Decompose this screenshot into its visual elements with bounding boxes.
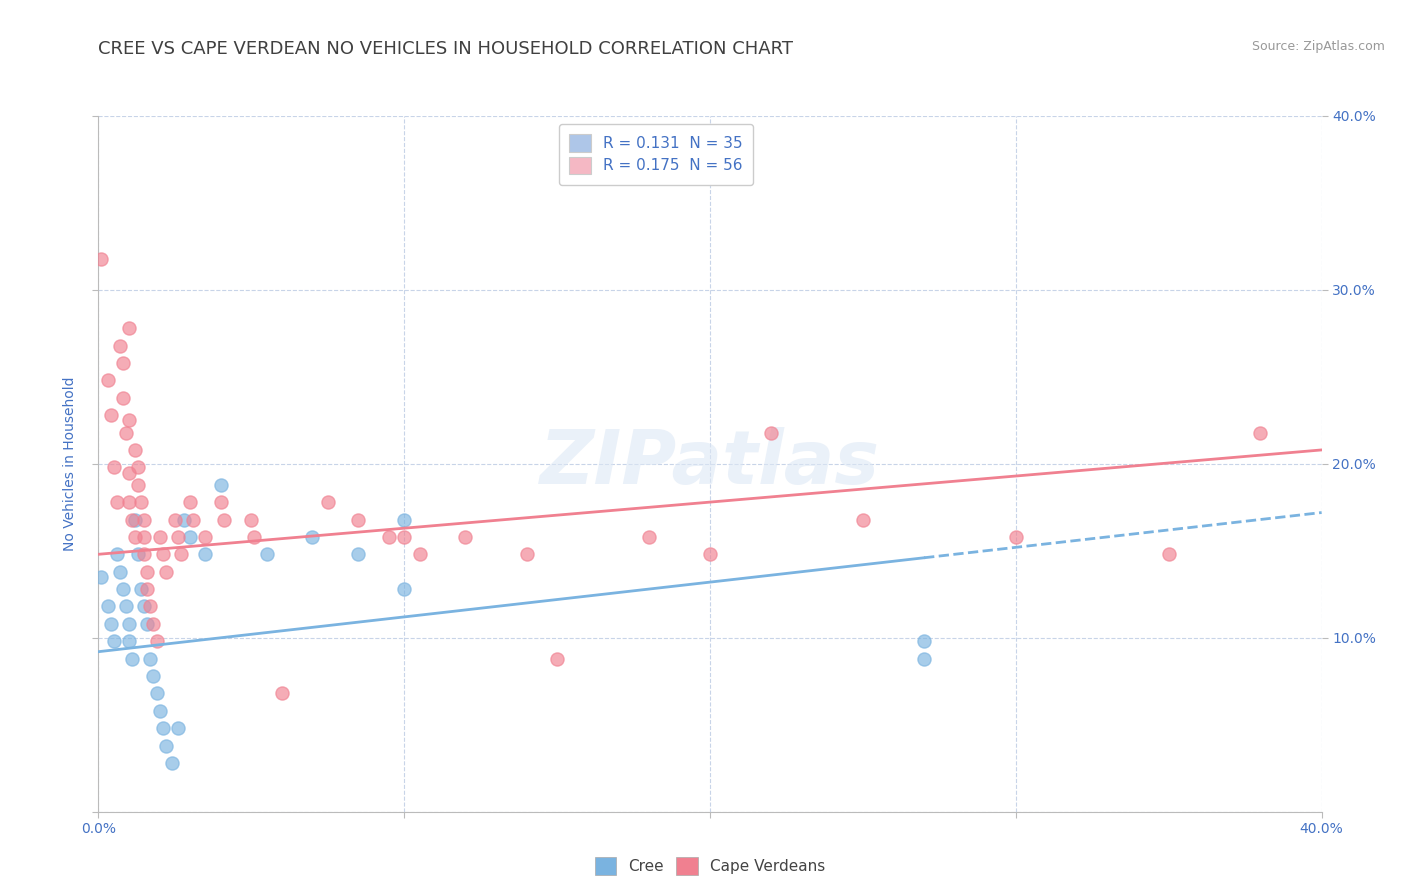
- Point: [212, 512, 235, 526]
- Point: [118, 321, 141, 335]
- Text: CREE VS CAPE VERDEAN NO VEHICLES IN HOUSEHOLD CORRELATION CHART: CREE VS CAPE VERDEAN NO VEHICLES IN HOUS…: [98, 40, 793, 58]
- Point: [118, 466, 141, 480]
- Point: [194, 547, 217, 561]
- Point: [149, 530, 172, 544]
- Point: [118, 634, 141, 648]
- Point: [392, 512, 416, 526]
- Point: [209, 477, 232, 491]
- Point: [136, 616, 159, 631]
- Point: [134, 512, 156, 526]
- Point: [121, 512, 143, 526]
- Point: [209, 495, 232, 509]
- Point: [179, 530, 201, 544]
- Point: [152, 547, 174, 561]
- Point: [111, 582, 134, 596]
- Point: [347, 512, 370, 526]
- Text: Source: ZipAtlas.com: Source: ZipAtlas.com: [1251, 40, 1385, 54]
- Point: [392, 582, 416, 596]
- Point: [115, 599, 138, 614]
- Point: [152, 721, 174, 735]
- Point: [136, 582, 159, 596]
- Text: ZIPatlas: ZIPatlas: [540, 427, 880, 500]
- Point: [145, 634, 167, 648]
- Point: [121, 651, 143, 665]
- Point: [127, 477, 149, 491]
- Point: [118, 413, 141, 427]
- Point: [136, 565, 159, 579]
- Point: [179, 495, 201, 509]
- Point: [256, 547, 278, 561]
- Point: [134, 547, 156, 561]
- Point: [392, 530, 416, 544]
- Point: [97, 599, 120, 614]
- Point: [142, 616, 165, 631]
- Point: [167, 530, 190, 544]
- Point: [142, 669, 165, 683]
- Point: [378, 530, 401, 544]
- Point: [124, 530, 146, 544]
- Point: [145, 686, 167, 700]
- Point: [111, 391, 134, 405]
- Point: [127, 460, 149, 475]
- Point: [163, 512, 186, 526]
- Point: [167, 721, 190, 735]
- Point: [134, 599, 156, 614]
- Point: [105, 547, 128, 561]
- Point: [240, 512, 263, 526]
- Point: [170, 547, 193, 561]
- Point: [139, 651, 162, 665]
- Point: [127, 547, 149, 561]
- Point: [1004, 530, 1026, 544]
- Point: [134, 530, 156, 544]
- Y-axis label: No Vehicles in Household: No Vehicles in Household: [63, 376, 77, 551]
- Point: [115, 425, 138, 440]
- Point: [181, 512, 204, 526]
- Point: [118, 616, 141, 631]
- Point: [912, 651, 935, 665]
- Point: [173, 512, 195, 526]
- Point: [129, 582, 152, 596]
- Point: [155, 739, 177, 753]
- Point: [454, 530, 477, 544]
- Point: [1249, 425, 1271, 440]
- Point: [129, 495, 152, 509]
- Point: [103, 460, 125, 475]
- Point: [149, 704, 172, 718]
- Point: [516, 547, 538, 561]
- Point: [160, 756, 183, 770]
- Point: [243, 530, 266, 544]
- Point: [759, 425, 782, 440]
- Point: [408, 547, 430, 561]
- Point: [194, 530, 217, 544]
- Point: [108, 338, 131, 352]
- Point: [105, 495, 128, 509]
- Point: [108, 565, 131, 579]
- Point: [699, 547, 721, 561]
- Point: [270, 686, 292, 700]
- Point: [100, 408, 122, 422]
- Point: [118, 495, 141, 509]
- Point: [90, 570, 112, 584]
- Point: [97, 373, 120, 387]
- Point: [637, 530, 661, 544]
- Legend: Cree, Cape Verdeans: Cree, Cape Verdeans: [589, 851, 831, 880]
- Point: [103, 634, 125, 648]
- Point: [347, 547, 370, 561]
- Point: [1157, 547, 1180, 561]
- Point: [316, 495, 339, 509]
- Point: [546, 651, 568, 665]
- Point: [100, 616, 122, 631]
- Point: [124, 442, 146, 457]
- Point: [912, 634, 935, 648]
- Point: [139, 599, 162, 614]
- Point: [124, 512, 146, 526]
- Point: [90, 252, 112, 266]
- Point: [111, 356, 134, 370]
- Point: [155, 565, 177, 579]
- Point: [852, 512, 875, 526]
- Point: [301, 530, 323, 544]
